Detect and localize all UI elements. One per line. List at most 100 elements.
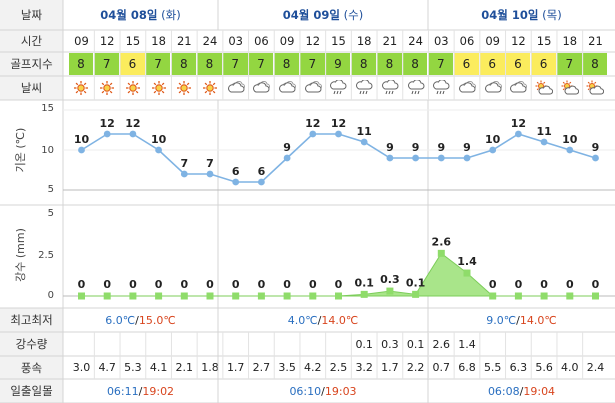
sunset-1: 19:02 <box>142 384 175 398</box>
temp-point <box>103 130 111 138</box>
wind-cell: 6.3 <box>509 361 528 374</box>
day-header-3: 04월 10일 (목) <box>428 0 615 30</box>
wind-cell: 5.3 <box>124 361 142 374</box>
rainfall-cell <box>557 332 583 356</box>
time-cell: 18 <box>562 34 578 48</box>
rain-data-label: 0.1 <box>406 276 426 289</box>
cloud-icon <box>223 76 249 100</box>
sunrise-1: 06:11 <box>106 384 139 398</box>
rainfall-cell: 0.3 <box>381 337 399 351</box>
time-cell: 06 <box>254 34 269 48</box>
temp-data-label: 10 <box>562 133 578 146</box>
time-cell: 15 <box>536 34 552 48</box>
rain-point <box>283 292 291 300</box>
rain-point <box>540 292 548 300</box>
temp-data-label: 6 <box>258 165 266 178</box>
rain-data-label: 0 <box>155 278 163 291</box>
rain-point <box>335 292 342 300</box>
day-date-2: 04월 09일 <box>282 8 340 22</box>
wind-cell: 4.2 <box>304 361 322 374</box>
wind-cell: 1.7 <box>226 361 245 374</box>
temp-tick-5: 5 <box>47 184 54 195</box>
rain-tick-2.5: 2.5 <box>38 250 54 261</box>
rain-data-label: 0 <box>78 278 86 291</box>
golf-index-cell: 8 <box>197 53 223 75</box>
sun-icon <box>69 76 95 100</box>
temp-tick-15: 15 <box>41 103 54 114</box>
max-temp-3: 14.0℃ <box>519 313 557 327</box>
row-label-rainfall: 강수량 <box>0 332 63 356</box>
rainfall-cell <box>480 332 506 356</box>
wind-cell: 3.0 <box>72 361 91 374</box>
rain-point <box>206 292 214 300</box>
rain-data-label: 0 <box>592 278 600 291</box>
wind-cell: 2.1 <box>175 361 194 374</box>
sun-icon <box>171 76 197 100</box>
golf-index-cell: 7 <box>556 53 583 75</box>
golf-index-cell: 7 <box>222 53 249 75</box>
rain-data-label: 0 <box>540 278 548 291</box>
rainfall-cell <box>583 332 609 356</box>
sun-day-3: 06:08/19:04 <box>487 384 556 398</box>
temp-data-label: 9 <box>592 141 600 154</box>
wind-cell: 4.1 <box>149 361 168 374</box>
cloud-icon <box>300 76 326 100</box>
sun-day-2: 06:10/19:03 <box>289 384 357 398</box>
time-cell: 03 <box>228 34 243 48</box>
temp-point <box>360 138 368 146</box>
temp-data-label: 9 <box>412 141 420 154</box>
rain-axis-label: 강수 (mm) <box>14 228 27 282</box>
sunrise-2: 06:10 <box>289 384 322 398</box>
golf-index-cell: 8 <box>274 53 300 75</box>
rain-data-label: 0 <box>566 278 574 291</box>
golf-index-cell: 8 <box>351 53 378 75</box>
wind-cell: 0.7 <box>432 361 451 374</box>
rain-icon <box>403 76 429 100</box>
temp-data-label: 9 <box>386 141 394 154</box>
temp-point <box>78 146 85 154</box>
partly-cloudy-icon <box>557 76 583 100</box>
wind-cell: 4.7 <box>98 361 116 374</box>
rain-data-label: 0 <box>283 278 291 291</box>
temp-point <box>463 154 471 162</box>
rainfall-cell <box>171 332 197 356</box>
temp-data-label: 11 <box>536 125 551 138</box>
rain-data-label: 0 <box>232 278 240 291</box>
temp-data-label: 6 <box>232 165 240 178</box>
rainfall-cell <box>274 332 300 356</box>
temp-data-label: 10 <box>151 133 167 146</box>
min-temp-2: 4.0℃ <box>287 313 318 327</box>
sun-icon <box>120 76 146 100</box>
wind-cell: 3.2 <box>355 361 373 374</box>
rain-point <box>514 292 522 300</box>
cloud-icon <box>274 76 300 100</box>
rain-point <box>232 292 240 300</box>
rain-icon <box>428 76 454 100</box>
partly-cloudy-icon <box>531 76 557 100</box>
time-cell: 21 <box>382 34 398 48</box>
max-temp-2: 14.0℃ <box>321 313 359 327</box>
temp-data-label: 7 <box>180 157 188 170</box>
golf-index-cell: 7 <box>299 53 326 75</box>
row-label-time: 시간 <box>0 30 63 52</box>
rain-point <box>412 290 420 298</box>
temp-data-label: 12 <box>331 117 346 130</box>
golf-index-cell: 8 <box>377 53 403 75</box>
rain-data-label: 0 <box>335 278 343 291</box>
rain-point <box>592 292 599 300</box>
rain-point <box>386 287 394 295</box>
rain-point <box>129 292 137 300</box>
rainfall-cell <box>120 332 146 356</box>
day-header-2: 04월 09일 (수) <box>218 0 428 30</box>
temp-data-label: 9 <box>463 141 471 154</box>
rain-data-label: 0 <box>258 278 266 291</box>
temp-point <box>335 130 342 138</box>
temp-point <box>386 154 394 162</box>
rain-data-label: 0 <box>180 278 188 291</box>
temp-point <box>540 138 548 146</box>
day-date-1: 04월 08일 <box>100 8 158 22</box>
rain-area <box>81 252 596 297</box>
temp-line <box>81 133 596 183</box>
rainfall-cell <box>197 332 223 356</box>
rain-point <box>180 292 188 300</box>
